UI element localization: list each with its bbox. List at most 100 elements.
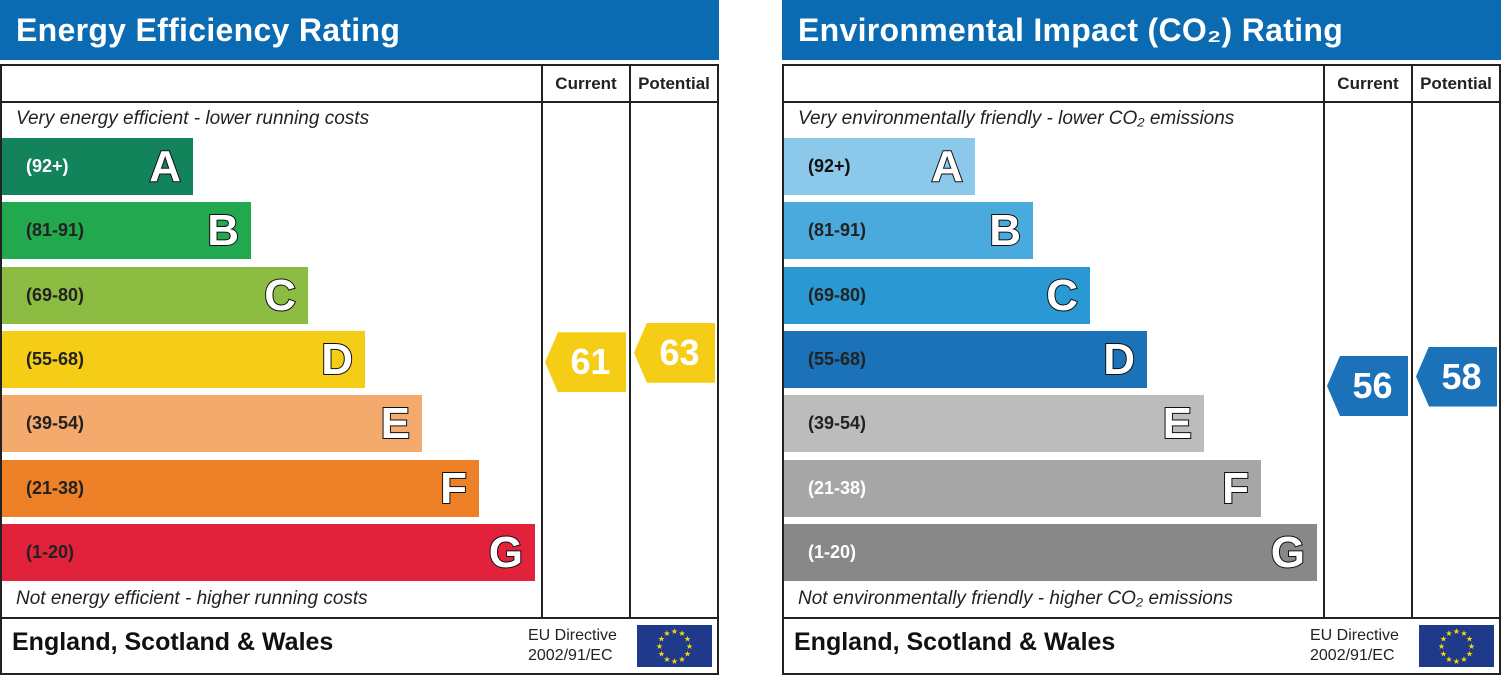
svg-text:★: ★ <box>671 627 678 636</box>
band-bar-b: (81-91) B <box>2 202 251 260</box>
column-header-current: Current <box>1337 74 1399 93</box>
row-divider <box>782 101 1501 103</box>
band-bar-c: (69-80) C <box>2 266 308 324</box>
eu-flag-icon: ★ ★ ★ ★ ★ ★ ★ ★ ★ ★ ★ ★ <box>637 625 712 667</box>
band-bar-g: (1-20) G <box>784 523 1317 581</box>
svg-text:★: ★ <box>1466 635 1473 644</box>
band-letter: G <box>1270 527 1306 578</box>
band-range: (39-54) <box>808 413 867 434</box>
eu-directive: EU Directive 2002/91/EC <box>1310 626 1399 666</box>
band-range: (21-38) <box>26 477 85 498</box>
eu-directive-number: 2002/91/EC <box>528 647 613 664</box>
band-range: (92+) <box>26 156 69 176</box>
band-letter: D <box>1102 334 1136 385</box>
band-bar-c: (69-80) C <box>784 266 1090 324</box>
svg-text:★: ★ <box>658 635 665 644</box>
svg-text:★: ★ <box>678 655 685 664</box>
svg-text:★: ★ <box>1445 655 1452 664</box>
column-header-potential: Potential <box>638 74 710 93</box>
potential-rating-arrow: 58 <box>1416 346 1497 407</box>
svg-text:★: ★ <box>1445 629 1452 638</box>
svg-text:★: ★ <box>671 657 678 666</box>
band-letter: C <box>263 270 297 321</box>
column-divider <box>1411 64 1413 618</box>
footer-country: England, Scotland & Wales <box>794 628 1116 656</box>
svg-text:★: ★ <box>656 642 663 651</box>
svg-text:★: ★ <box>1440 635 1447 644</box>
svg-text:★: ★ <box>1453 627 1460 636</box>
band-range: (81-91) <box>808 220 867 241</box>
band-range: (39-54) <box>26 413 85 434</box>
band-bar-f: (21-38) F <box>784 459 1261 517</box>
band-bar-d: (55-68) D <box>2 330 365 388</box>
eu-directive-number: 2002/91/EC <box>1310 647 1395 664</box>
band-range: (1-20) <box>26 541 75 562</box>
band-letter: A <box>148 141 182 192</box>
band-range: (1-20) <box>808 541 857 562</box>
band-letter: B <box>988 205 1022 256</box>
current-rating-arrow: 56 <box>1327 356 1408 416</box>
column-divider <box>629 64 631 618</box>
eu-flag-icon: ★ ★ ★ ★ ★ ★ ★ ★ ★ ★ ★ ★ <box>1419 625 1494 667</box>
column-divider <box>541 64 543 618</box>
svg-text:★: ★ <box>1460 629 1467 638</box>
chart-frame <box>0 64 719 675</box>
eu-directive-line: EU Directive <box>1310 627 1399 644</box>
co2-rating-panel: Environmental Impact (CO₂) Rating Current… <box>782 0 1501 675</box>
band-bar-a: (92+) A <box>784 138 975 195</box>
column-divider <box>1323 64 1325 618</box>
band-bar-a: (92+) A <box>2 138 193 195</box>
column-header-potential: Potential <box>1420 74 1492 93</box>
band-letter: A <box>930 141 964 192</box>
band-range: (92+) <box>808 156 851 176</box>
svg-text:★: ★ <box>678 629 685 638</box>
eu-directive: EU Directive 2002/91/EC <box>528 626 617 666</box>
band-letter: E <box>1162 398 1193 449</box>
potential-rating-arrow: 63 <box>634 322 715 383</box>
band-bar-g: (1-20) G <box>2 523 535 581</box>
band-bar-e: (39-54) E <box>784 395 1204 453</box>
band-range: (69-80) <box>26 284 85 305</box>
bottom-note: Not energy efficient - higher running co… <box>16 588 368 609</box>
svg-text:★: ★ <box>663 655 670 664</box>
band-range: (55-68) <box>26 348 85 369</box>
svg-text:★: ★ <box>663 629 670 638</box>
svg-text:★: ★ <box>1460 655 1467 664</box>
band-range: (55-68) <box>808 348 867 369</box>
band-letter: F <box>439 463 468 514</box>
svg-text:★: ★ <box>684 635 691 644</box>
bottom-note: Not environmentally friendly - higher CO… <box>798 588 1233 609</box>
chart-title: Energy Efficiency Rating <box>0 0 719 60</box>
band-range: (69-80) <box>808 284 867 305</box>
row-divider <box>782 617 1501 619</box>
band-range: (81-91) <box>26 220 85 241</box>
chart-frame <box>782 64 1501 675</box>
band-bar-d: (55-68) D <box>784 330 1147 388</box>
svg-text:★: ★ <box>1453 657 1460 666</box>
row-divider <box>0 101 719 103</box>
band-bar-e: (39-54) E <box>2 395 422 453</box>
svg-text:★: ★ <box>1468 642 1475 651</box>
band-letter: B <box>206 205 240 256</box>
band-range: (21-38) <box>808 477 867 498</box>
footer-country: England, Scotland & Wales <box>12 628 334 656</box>
eu-directive-line: EU Directive <box>528 627 617 644</box>
column-header-current: Current <box>555 74 617 93</box>
svg-text:★: ★ <box>1466 650 1473 659</box>
row-divider <box>0 617 719 619</box>
svg-text:★: ★ <box>1438 642 1445 651</box>
band-bar-b: (81-91) B <box>784 202 1033 260</box>
band-letter: C <box>1045 270 1079 321</box>
svg-text:★: ★ <box>1440 650 1447 659</box>
band-letter: F <box>1221 463 1250 514</box>
band-bar-f: (21-38) F <box>2 459 479 517</box>
chart-title: Environmental Impact (CO₂) Rating <box>782 0 1501 60</box>
svg-text:★: ★ <box>686 642 693 651</box>
energy-rating-panel: Energy Efficiency Rating Current Potential… <box>0 0 719 675</box>
svg-text:★: ★ <box>684 650 691 659</box>
svg-text:★: ★ <box>658 650 665 659</box>
current-rating-arrow: 61 <box>545 332 626 393</box>
top-note: Very environmentally friendly - lower CO… <box>798 108 1235 129</box>
top-note: Very energy efficient - lower running co… <box>16 108 370 129</box>
band-letter: G <box>488 527 524 578</box>
